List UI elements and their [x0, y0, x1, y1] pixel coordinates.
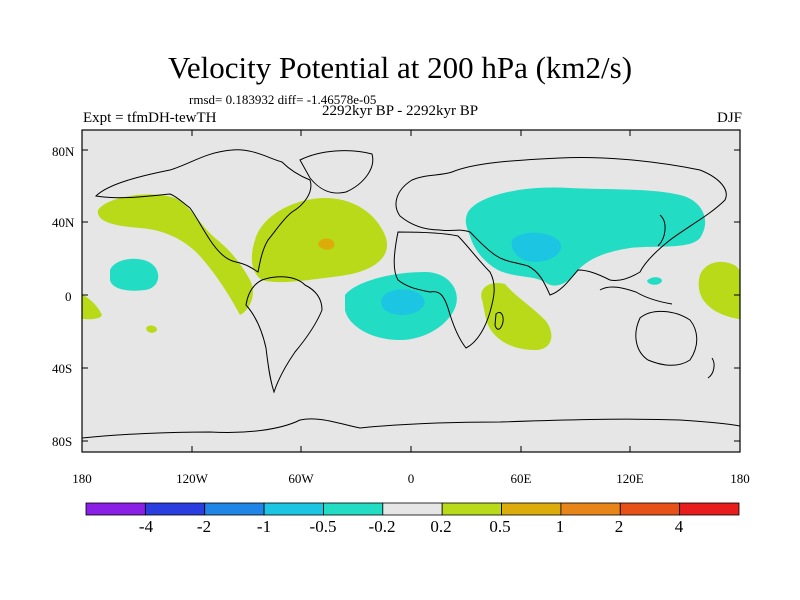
- neg-center-equatorial-atlantic: [381, 289, 425, 315]
- colorbar-label-6: 0.2: [430, 517, 452, 536]
- anomaly-contours: [82, 187, 740, 350]
- neg-region-asia: [465, 187, 706, 286]
- lat-label-0: 0: [65, 289, 72, 304]
- lon-label-60w: 60W: [288, 471, 314, 486]
- pos-region-southern-africa: [481, 282, 552, 350]
- colorbar-label-8: 1: [555, 517, 565, 536]
- stats-text: rmsd= 0.183932 diff= -1.46578e-05: [189, 92, 377, 107]
- pos-region-north-atlantic: [251, 198, 388, 283]
- period-text: 2292kyr BP - 2292kyr BP: [321, 103, 479, 119]
- pos-region-date-line-west: [82, 294, 102, 320]
- coast-africa: [393, 231, 495, 349]
- lon-label-0: 0: [407, 471, 415, 486]
- pos-region-west-pacific: [698, 261, 740, 320]
- colorbar-label-3: -1: [256, 517, 272, 536]
- colorbar-label-5: -0.2: [368, 517, 396, 536]
- lon-label-180e: 180: [730, 471, 750, 486]
- coast-antarctica: [82, 418, 740, 439]
- lon-label-120e: 120E: [616, 471, 644, 486]
- colorbar-label-7: 0.5: [489, 517, 511, 536]
- coast-australia: [635, 311, 698, 366]
- colorbar-label-4: -0.5: [309, 517, 337, 536]
- colorbar-label-10: 4: [674, 517, 684, 536]
- tick-marks: [81, 130, 741, 452]
- lon-label-60e: 60E: [510, 471, 532, 486]
- coast-south-america: [245, 276, 323, 394]
- pos-center-atlantic: [318, 238, 335, 250]
- coastlines: [82, 149, 740, 439]
- neg-spot-philippines: [647, 277, 662, 285]
- experiment-text: Expt = tfmDH-tewTH: [83, 110, 217, 126]
- coast-maritime-continent: [599, 286, 673, 305]
- lat-label-40s: 40S: [52, 361, 73, 376]
- coast-greenland: [299, 150, 374, 194]
- map-title: Velocity Potential at 200 hPa (km2/s): [167, 50, 633, 85]
- colorbar-label-2: -2: [196, 517, 212, 536]
- pos-spot-south-pacific: [146, 325, 157, 333]
- season-text: DJF: [716, 110, 742, 126]
- lat-label-80n: 80N: [52, 144, 75, 159]
- colorbar-label-9: 2: [614, 517, 624, 536]
- neg-center-india: [511, 232, 562, 262]
- lon-label-120w: 120W: [176, 471, 208, 486]
- coast-eurasia: [395, 157, 727, 296]
- lat-label-40n: 40N: [52, 215, 75, 230]
- coast-new-zealand: [707, 357, 715, 379]
- pos-region-north-pacific: [97, 194, 253, 315]
- coast-japan: [657, 214, 666, 247]
- colorbar-label-1: -4: [138, 517, 154, 536]
- neg-region-east-pacific: [110, 258, 159, 291]
- coast-north-america: [94, 149, 312, 273]
- lon-label-180w: 180: [72, 471, 92, 486]
- coast-madagascar: [494, 311, 504, 330]
- lat-label-80s: 80S: [52, 434, 73, 449]
